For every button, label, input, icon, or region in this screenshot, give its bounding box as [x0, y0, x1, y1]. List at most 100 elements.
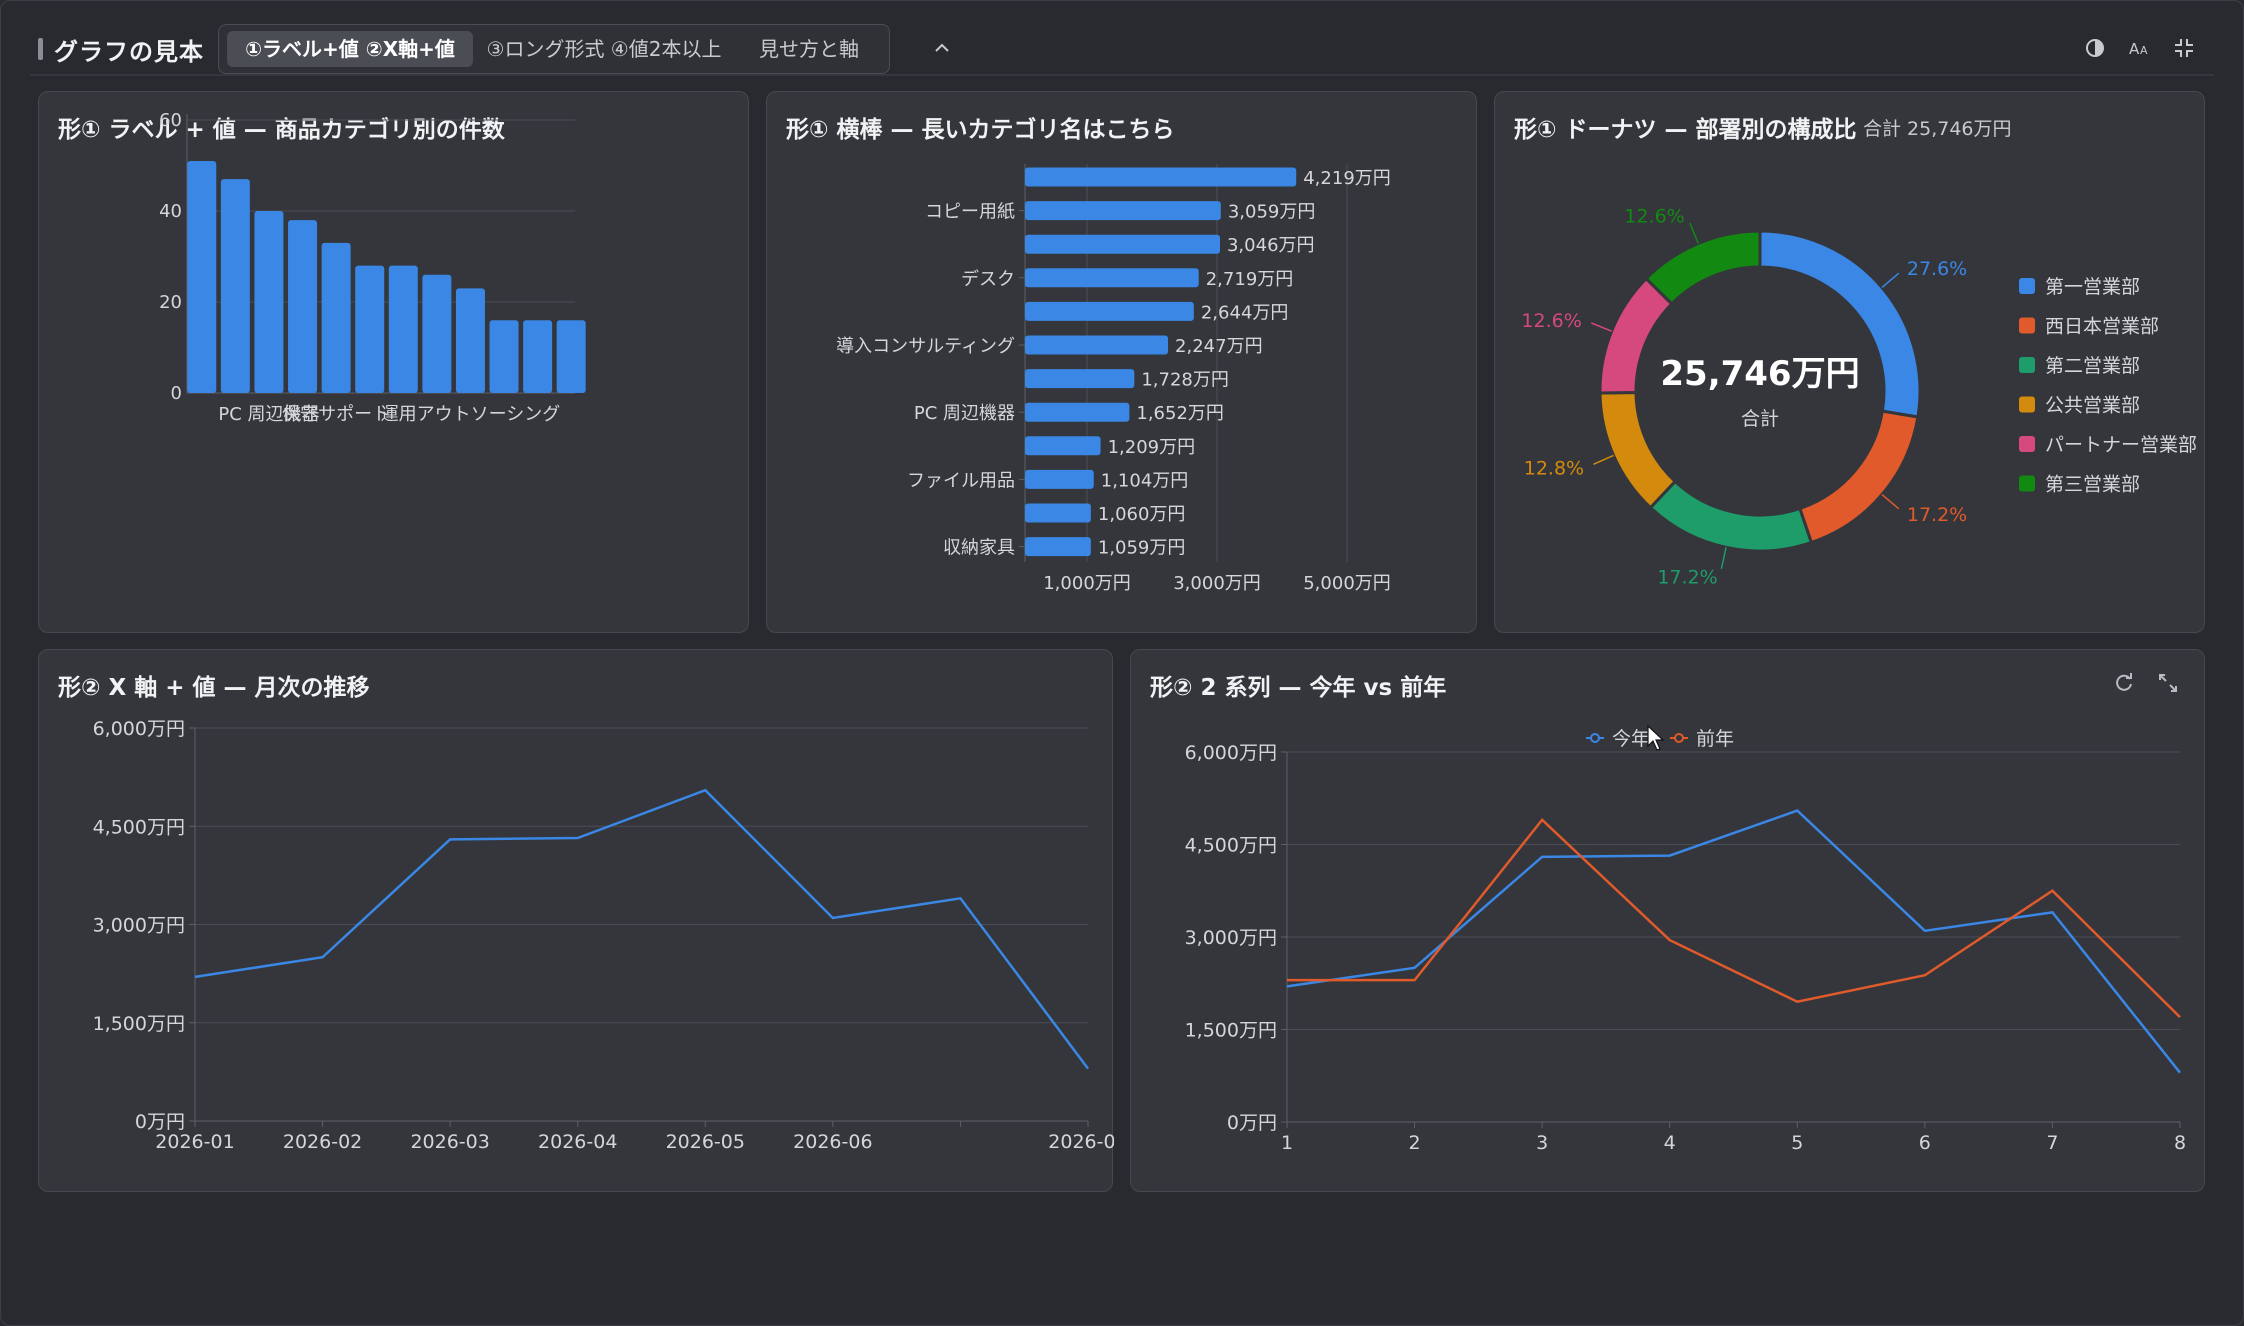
panel-title: 形② X 軸 + 値 — 月次の推移 [58, 675, 370, 701]
donut-slice [1648, 479, 1814, 553]
y-tick-label: 1,500万円 [1185, 1020, 1277, 1042]
panel-title: 形② 2 系列 — 今年 vs 前年 [1150, 675, 1447, 701]
two-series-line-chart: 0万円 1,500万円 3,000万円 4,500万円 6,000万円 1 2 3 4 5 6 7 8 今… [1185, 728, 2186, 1154]
bar [388, 265, 418, 393]
y-tick-label: 0万円 [1227, 1112, 1277, 1134]
panel-bar-chart: 形① ラベル + 値 — 商品カテゴリ別の件数 0 20 40 60 PC 周辺機器 保守… [38, 91, 749, 633]
contrast-icon[interactable] [2081, 34, 2109, 62]
bar [1025, 335, 1169, 355]
leader-line [1689, 222, 1699, 244]
x-tick-label: 2026-08 [1048, 1131, 1114, 1153]
tab-appearance-axes[interactable]: 見せ方と軸 [759, 37, 859, 61]
x-tick-label: 2026-01 [155, 1131, 234, 1153]
y-tick-label: 導入コンサルティング [836, 336, 1015, 357]
slice-label: 12.6% [1624, 206, 1684, 228]
x-tick-label: 5 [1791, 1132, 1803, 1154]
data-label: 2,247万円 [1175, 336, 1263, 357]
refresh-icon[interactable] [2111, 670, 2137, 696]
tab-label-value-x-axis[interactable]: ①ラベル+値 ②X軸+値 [227, 31, 473, 67]
shrink-icon[interactable] [2170, 34, 2198, 62]
legend-label: 公共営業部 [2045, 395, 2140, 417]
bar [220, 179, 250, 393]
data-label: 3,046万円 [1227, 235, 1315, 256]
expand-icon[interactable] [2155, 670, 2181, 696]
x-tick-label: 2026-05 [666, 1131, 745, 1153]
x-tick-label: 2026-06 [793, 1131, 872, 1153]
bar [321, 242, 351, 393]
legend-label: 第二営業部 [2045, 355, 2140, 377]
y-tick-label: ファイル用品 [907, 470, 1015, 491]
bar [1025, 301, 1194, 321]
donut-center-value: 25,746万円 [1660, 354, 1859, 394]
data-label: 3,059万円 [1228, 202, 1316, 223]
donut-center-label: 合計 [1741, 408, 1779, 430]
bar [1025, 537, 1091, 557]
x-tick-label: 2026-02 [283, 1131, 362, 1153]
x-tick-label: 3 [1536, 1132, 1548, 1154]
slice-label: 17.2% [1907, 504, 1967, 526]
tab-long-format-multi-value[interactable]: ③ロング形式 ④値2本以上 [486, 37, 722, 61]
legend-label: 第一営業部 [2045, 276, 2140, 298]
x-tick-label: 2026-04 [538, 1131, 617, 1153]
y-tick-label: 3,000万円 [1185, 927, 1277, 949]
data-label: 1,728万円 [1141, 370, 1229, 391]
data-label: 1,060万円 [1098, 504, 1186, 525]
series-line [1287, 817, 2181, 1019]
donut-slice [1598, 391, 1678, 510]
legend-swatch [2019, 396, 2035, 413]
svg-text:A: A [2140, 44, 2148, 57]
legend-marker [1590, 733, 1600, 743]
horizontal-bar-chart: 1,000万円 3,000万円 5,000万円 4,219万円 3,059万円 コピー用紙… [836, 164, 1391, 594]
legend-label: 西日本営業部 [2045, 316, 2159, 338]
leader-line [1593, 454, 1614, 466]
x-tick-label: 6 [1919, 1132, 1931, 1154]
tab-group: ①ラベル+値 ②X軸+値 ③ロング形式 ④値2本以上 見せ方と軸 [218, 24, 890, 74]
bar [1025, 201, 1221, 221]
header-divider [30, 74, 2214, 76]
leader-line [1881, 272, 1900, 289]
slice-label: 17.2% [1657, 567, 1717, 589]
y-tick-label: 4,500万円 [1185, 835, 1277, 857]
panel-subtitle: 合計 25,746万円 [1863, 118, 2012, 140]
data-label: 4,219万円 [1303, 168, 1391, 189]
svg-text:A: A [2129, 40, 2140, 58]
x-tick-label: 2026-03 [410, 1131, 489, 1153]
donut-slice [1797, 409, 1920, 545]
legend-swatch [2019, 278, 2035, 294]
line-chart: 0万円 1,500万円 3,000万円 4,500万円 6,000万円 2026-01 20… [93, 718, 1114, 1153]
page-title: グラフの見本 [54, 38, 204, 66]
y-tick-label: 4,500万円 [93, 816, 185, 838]
y-tick-label: 20 [159, 292, 182, 313]
x-tick-label: 4 [1664, 1132, 1676, 1154]
x-tick-label: 2 [1409, 1132, 1421, 1154]
legend-label: 前年 [1696, 728, 1734, 750]
x-tick-label: 1,000万円 [1043, 573, 1131, 594]
bar [1025, 436, 1101, 456]
x-tick-label: 運用アウトソーシング [381, 404, 561, 425]
bar [1025, 402, 1130, 422]
y-tick-label: 0 [171, 383, 182, 404]
bar [1025, 268, 1199, 288]
y-tick-label: 収納家具 [943, 538, 1015, 559]
panel-two-series-line-chart: 形② 2 系列 — 今年 vs 前年 0万円 1,500万円 3,000万円 4,50… [1130, 649, 2205, 1192]
legend-swatch [2019, 475, 2035, 492]
y-tick-label: 6,000万円 [93, 718, 185, 740]
y-tick-label: 0万円 [135, 1111, 185, 1133]
panel-donut-chart: 形① ドーナツ — 部署別の構成比 合計 25,746万円 27.6% 第一営業部… [1494, 91, 2205, 633]
x-tick-label: 3,000万円 [1173, 573, 1261, 594]
donut-chart: 27.6% 第一営業部 17.2% 西日本営業部 17.2% 第二営業部 12.8% 公共営業… [1521, 206, 2197, 589]
top-bar: グラフの見本 ①ラベル+値 ②X軸+値 ③ロング形式 ④値2本以上 見せ方と軸 … [0, 0, 2244, 76]
bar [1025, 369, 1135, 389]
leader-line [1881, 493, 1900, 510]
bar [187, 160, 217, 393]
panel-horizontal-bar-chart: 形① 横棒 — 長いカテゴリ名はこちら 1,000万円 3,000万円 5,000万… [766, 91, 1477, 633]
bar [455, 288, 485, 393]
title-accent-bar [38, 38, 43, 60]
leader-line [1720, 547, 1727, 570]
chevron-up-icon[interactable] [928, 34, 956, 62]
legend-label: パートナー営業部 [2045, 434, 2197, 456]
bar [254, 211, 284, 393]
legend-swatch [2019, 436, 2035, 452]
